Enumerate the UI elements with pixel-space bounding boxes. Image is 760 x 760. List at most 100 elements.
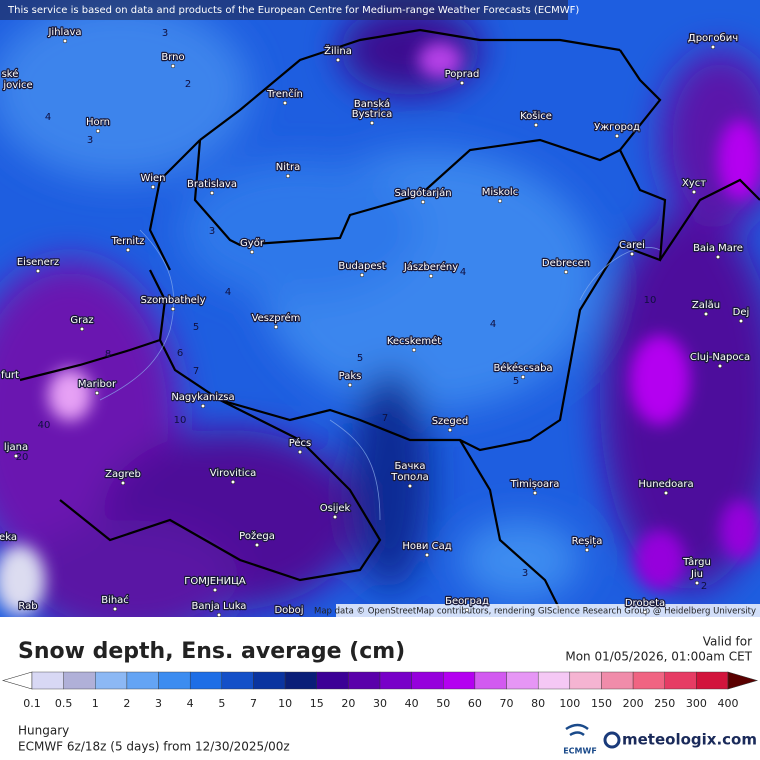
city-label: Banská bbox=[354, 98, 390, 110]
scale-box bbox=[696, 671, 729, 690]
city-label: Veszprém bbox=[252, 312, 301, 324]
scale-box bbox=[411, 671, 444, 690]
city-marker bbox=[691, 189, 697, 195]
city-label: eka bbox=[0, 532, 17, 543]
scale-tick-label: 1 bbox=[92, 697, 99, 710]
scale-tick-label: 50 bbox=[436, 697, 450, 710]
city-label: Hunedoara bbox=[638, 479, 693, 490]
scale-tick-label: 40 bbox=[405, 697, 419, 710]
city-marker bbox=[497, 198, 503, 204]
city-marker bbox=[420, 199, 426, 205]
city-marker bbox=[332, 514, 338, 520]
city-label: Szombathely bbox=[140, 295, 205, 306]
city-label: Нови Сад bbox=[402, 541, 451, 552]
contour-label: 3 bbox=[162, 28, 168, 39]
city-marker bbox=[125, 247, 131, 253]
city-marker bbox=[62, 38, 68, 44]
city-label: Paks bbox=[339, 371, 362, 382]
city-label: Cluj-Napoca bbox=[690, 352, 750, 363]
contour-label: 6 bbox=[177, 348, 183, 359]
city-label: Nitra bbox=[276, 162, 300, 173]
region: Hungary bbox=[18, 724, 69, 738]
scale-tick-label: 5 bbox=[218, 697, 225, 710]
scale-under bbox=[1, 671, 33, 690]
borders bbox=[19, 28, 760, 611]
scale-box bbox=[158, 671, 191, 690]
scale-box bbox=[569, 671, 602, 690]
scale-over bbox=[727, 671, 759, 690]
city-label: Banja Luka bbox=[192, 601, 247, 612]
map-attribution: Map data © OpenStreetMap contributors, r… bbox=[314, 607, 756, 617]
city-label: Timișoara bbox=[510, 479, 560, 490]
notice: This service is based on data and produc… bbox=[7, 5, 579, 16]
city-marker bbox=[629, 251, 635, 257]
city-marker bbox=[642, 609, 648, 615]
city-label: ské bbox=[2, 68, 19, 80]
city-label: Szeged bbox=[432, 416, 469, 427]
city-label: Trenčín bbox=[266, 88, 303, 100]
city-marker bbox=[79, 326, 85, 332]
city-label: Osijek bbox=[320, 503, 351, 514]
scale-box bbox=[348, 671, 381, 690]
city-label: Zalău bbox=[692, 300, 720, 311]
city-marker bbox=[663, 490, 669, 496]
contour-label: 3 bbox=[87, 135, 93, 146]
city-marker bbox=[563, 269, 569, 275]
model-run: ECMWF 6z/18z (5 days) from 12/30/2025/00… bbox=[18, 740, 290, 754]
city-label: Дрогобич bbox=[688, 33, 738, 44]
scale-box bbox=[126, 671, 159, 690]
valid-label: Valid for bbox=[703, 635, 752, 649]
city-marker bbox=[254, 542, 260, 548]
contour-label: 4 bbox=[460, 267, 466, 278]
city-label: Poprad bbox=[445, 69, 480, 80]
city-marker bbox=[230, 479, 236, 485]
scale-box bbox=[63, 671, 96, 690]
city-marker bbox=[520, 374, 526, 380]
scale-box bbox=[221, 671, 254, 690]
city-marker bbox=[209, 190, 215, 196]
city-label: Debrecen bbox=[542, 258, 590, 269]
contour-label: 7 bbox=[193, 366, 199, 377]
scale-tick-label: 0.5 bbox=[55, 697, 73, 710]
city-marker bbox=[170, 306, 176, 312]
city-label: Maribor bbox=[78, 379, 117, 390]
city-label: Pécs bbox=[289, 437, 312, 449]
city-label: Wien bbox=[141, 173, 166, 184]
city-marker bbox=[150, 184, 156, 190]
contour-label: 5 bbox=[193, 322, 199, 333]
city-label: Jászberény bbox=[403, 261, 458, 273]
city-marker bbox=[710, 44, 716, 50]
city-marker bbox=[273, 324, 279, 330]
city-label: Budapest bbox=[338, 261, 385, 272]
scale-box bbox=[253, 671, 286, 690]
city-marker bbox=[347, 382, 353, 388]
contour-label: 5 bbox=[357, 353, 363, 364]
scale-tick-label: 300 bbox=[686, 697, 707, 710]
snow-field bbox=[0, 0, 760, 617]
city-marker bbox=[282, 100, 288, 106]
contour-label: 4 bbox=[490, 319, 496, 330]
city-label: Târgu bbox=[682, 556, 711, 568]
scale-tick-label: 100 bbox=[559, 697, 580, 710]
contour-label: 4 bbox=[225, 287, 231, 298]
city-marker bbox=[411, 347, 417, 353]
city-label: Kecskemét bbox=[387, 335, 441, 347]
city-label: Rab bbox=[18, 601, 37, 612]
city-marker bbox=[369, 120, 375, 126]
city-label: Zagreb bbox=[105, 469, 141, 480]
contour-label: 5 bbox=[513, 376, 519, 387]
city-marker bbox=[359, 272, 365, 278]
contour-label: 4 bbox=[45, 112, 51, 123]
city-label: Baia Mare bbox=[693, 243, 743, 254]
legend: Snow depth, Ens. average (cm) Valid for … bbox=[1, 635, 759, 756]
city-label: Eisenerz bbox=[17, 257, 59, 268]
scale-box bbox=[506, 671, 539, 690]
contour-label: 10 bbox=[174, 415, 187, 426]
city-label: Virovitica bbox=[210, 468, 256, 479]
city-label: ГОМЈЕНИЦА bbox=[184, 576, 246, 587]
city-label: Jihlava bbox=[47, 27, 81, 38]
city-label: Nagykanizsa bbox=[171, 392, 234, 403]
scale-tick-label: 2 bbox=[123, 697, 130, 710]
city-marker bbox=[216, 612, 222, 617]
